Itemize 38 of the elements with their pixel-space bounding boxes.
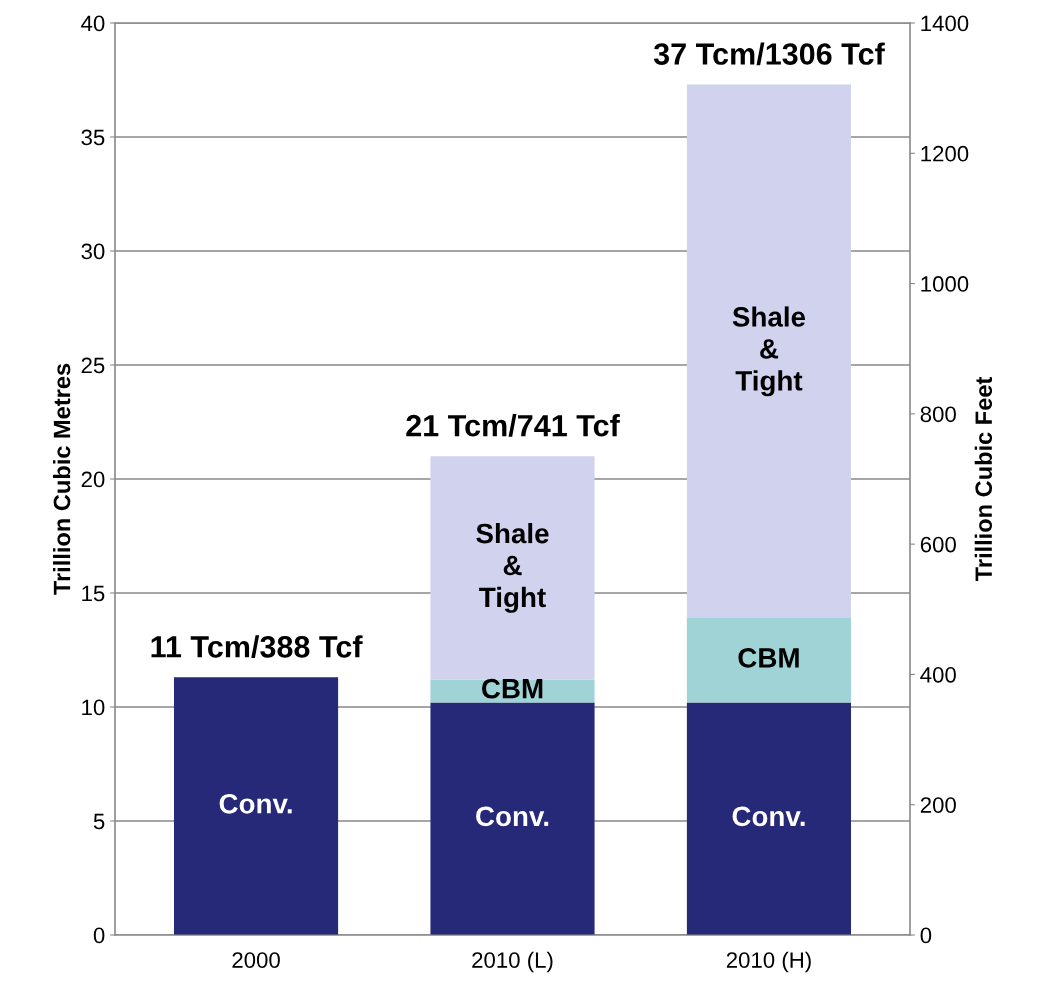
text: Conv. (219, 793, 292, 814)
y-axis-title: Trillion Cubic Metres (53, 363, 71, 595)
y2-tick-label: 1200 (921, 145, 969, 162)
y2-tick-label: 1000 (921, 276, 969, 292)
bar (686, 702, 852, 935)
y-tick-label: 15 (82, 585, 105, 602)
y2-tick-label: 400 (920, 666, 956, 683)
total-label: 37 Tcm/1306 Tcf (653, 42, 885, 66)
text: Conv. (732, 806, 805, 827)
series-label: Shale & Tight (476, 522, 549, 613)
text: CBM (738, 648, 799, 668)
y2-tick-label: 0 (920, 927, 932, 944)
x-tick-label: 2010 (L) (472, 951, 553, 973)
y-tick-label: 20 (81, 471, 105, 488)
bar (430, 702, 595, 935)
total-label: 11 Tcm/388 Tcf (151, 635, 363, 658)
bar (686, 618, 852, 703)
y-tick-label: 40 (81, 15, 105, 32)
bar (430, 456, 595, 680)
bar (686, 84, 852, 619)
x-tick-label: 2000 (232, 952, 280, 968)
y2-axis-title: Trillion Cubic Feet (974, 376, 993, 582)
bar (173, 677, 339, 935)
y2-tick-label: 200 (920, 797, 956, 813)
x-tick-label: 2010 (H) (726, 951, 811, 973)
text: Shale & Tight (732, 306, 806, 397)
series-label: Conv. (476, 806, 549, 827)
y-tick-label: 25 (81, 357, 105, 374)
y2-tick-label: 1400 (921, 15, 969, 32)
y-tick-label: 35 (81, 129, 105, 146)
series-label: CBM (482, 678, 543, 699)
y2-tick-label: 600 (920, 536, 956, 553)
y-tick-label: 10 (82, 699, 105, 716)
y-tick-label: 5 (93, 813, 105, 830)
y-tick-label: 0 (93, 927, 105, 944)
total-label: 21 Tcm/741 Tcf (406, 414, 620, 437)
y-tick-label: 30 (81, 243, 105, 260)
y2-tick-label: 800 (920, 406, 956, 423)
